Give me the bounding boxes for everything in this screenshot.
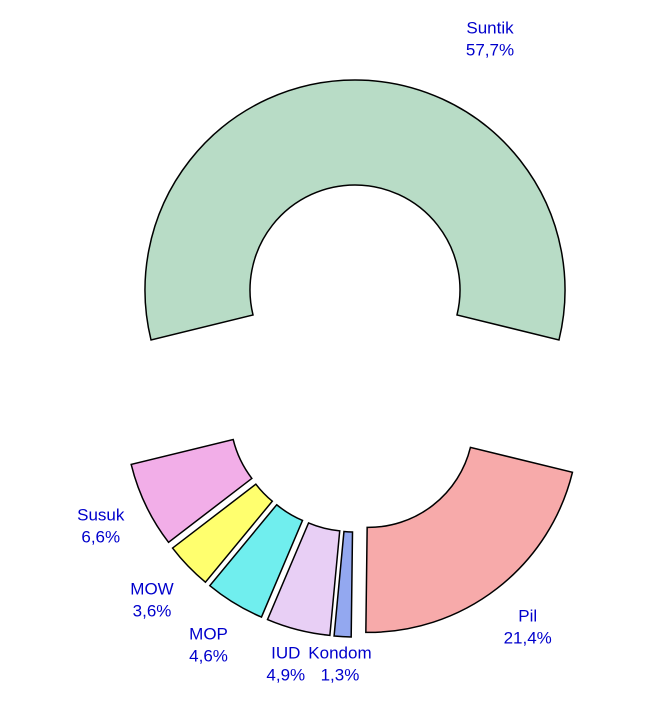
slice-label: MOP xyxy=(189,624,228,643)
slice-value-label: 4,9% xyxy=(266,665,305,684)
slice-label: Kondom xyxy=(308,643,371,662)
slice-value-label: 4,6% xyxy=(189,646,228,665)
slice-label: IUD xyxy=(271,643,300,662)
donut-slice xyxy=(333,530,354,638)
donut-slice xyxy=(266,521,341,637)
slice-label: Pil xyxy=(518,606,537,625)
slice-label: MOW xyxy=(130,579,173,598)
slice-value-label: 3,6% xyxy=(133,601,172,620)
slice-value-label: 21,4% xyxy=(504,628,552,647)
donut-slice xyxy=(208,503,304,619)
slice-value-label: 1,3% xyxy=(321,665,360,684)
donut-slice xyxy=(171,483,274,584)
donut-slice xyxy=(144,79,566,341)
donut-slice xyxy=(130,438,253,544)
slice-value-label: 57,7% xyxy=(466,40,514,59)
slice-label: Suntik xyxy=(466,18,514,37)
slice-value-label: 6,6% xyxy=(81,527,120,546)
donut-slice xyxy=(365,446,574,634)
slice-label: Susuk xyxy=(77,505,125,524)
